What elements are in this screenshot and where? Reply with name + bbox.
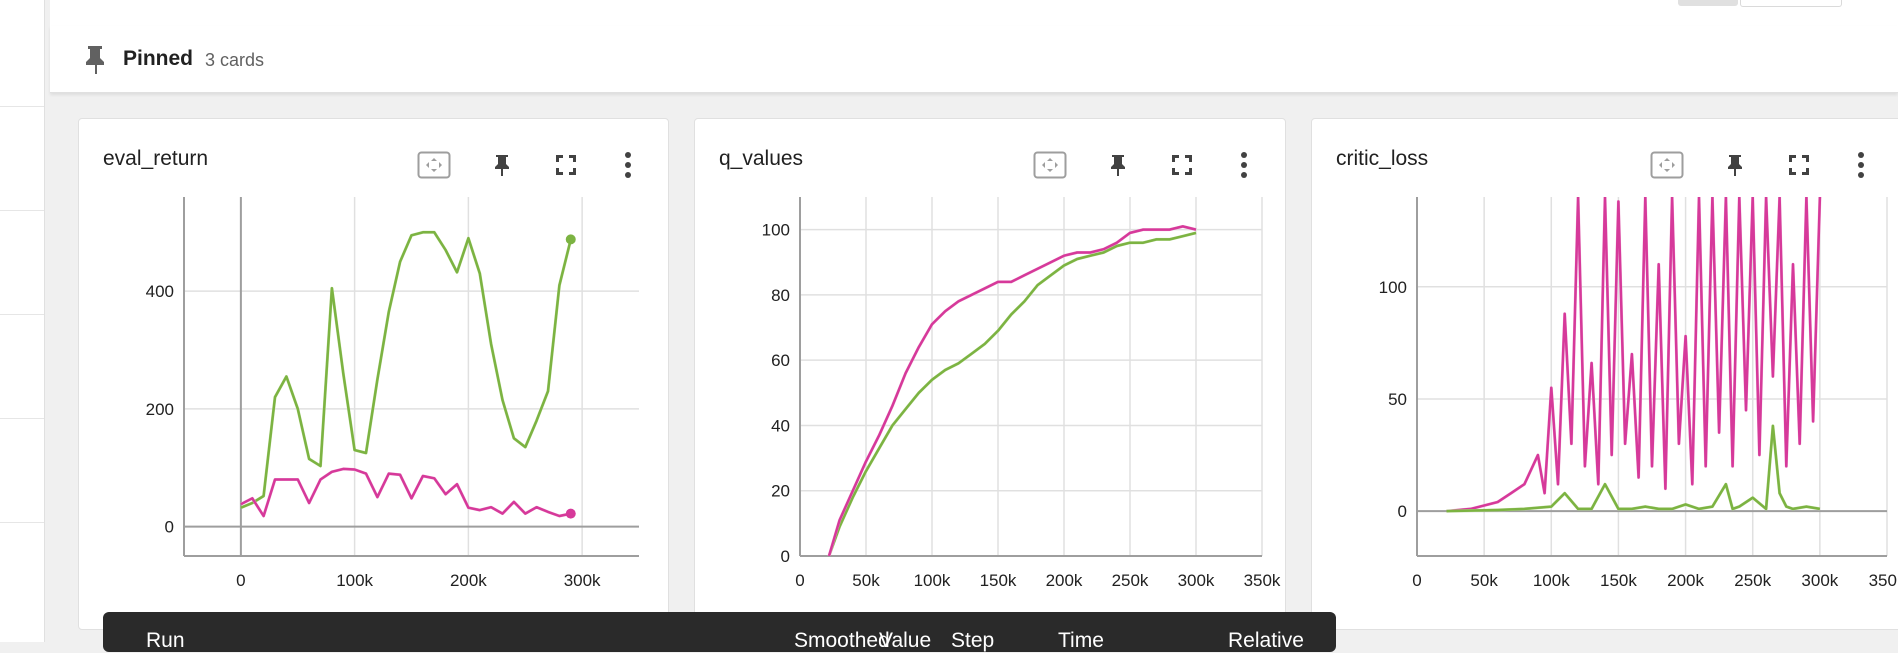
pinned-count: 3 cards xyxy=(205,50,265,70)
tooltip-col-value: Value xyxy=(879,629,932,652)
series-endpoint-pink xyxy=(565,508,576,519)
card-title: eval_return xyxy=(103,147,209,170)
pin-icon[interactable] xyxy=(1717,147,1753,183)
sidebar-divider xyxy=(0,210,44,211)
more-options-icon[interactable] xyxy=(610,147,646,183)
card-title: q_values xyxy=(719,147,804,170)
series-line-raw-pink xyxy=(827,224,1197,556)
line-chart[interactable]: 0 50k 100k 150k 200k 250k 300k 350k 0 20 40 60 80 100 xyxy=(695,119,1285,629)
scalar-card-critic-loss: critic_loss 0 50k 100k 150k 200k 250k 300k 350k… xyxy=(1311,118,1898,630)
series-line-pink xyxy=(827,225,1197,556)
tooltip-col-step: Step xyxy=(951,629,995,652)
pinned-section-header xyxy=(50,26,1898,93)
x-tick-label: 0 xyxy=(1412,571,1421,590)
y-tick-label: 50 xyxy=(1388,390,1407,409)
y-tick-label: 40 xyxy=(771,416,790,435)
x-tick-label: 250k xyxy=(1112,571,1149,590)
tooltip-col-relative: Relative xyxy=(1228,629,1304,652)
data-tooltip-header: Run Smoothed Value Step Time Relative xyxy=(103,612,1336,652)
x-tick-label: 150k xyxy=(980,571,1017,590)
tooltip-col-smoothed: Smoothed xyxy=(794,629,890,652)
sidebar-divider xyxy=(0,106,44,107)
x-tick-label: 250k xyxy=(1734,571,1771,590)
pinned-title: Pinned xyxy=(123,47,194,70)
y-tick-label: 0 xyxy=(165,518,174,537)
line-chart[interactable]: 0 50k 100k 150k 200k 250k 300k 350k 0 50 100 xyxy=(1312,119,1898,629)
x-tick-label: 50k xyxy=(852,571,880,590)
fullscreen-icon[interactable] xyxy=(1164,147,1200,183)
top-toolbar xyxy=(50,0,1898,27)
fit-domain-icon[interactable] xyxy=(1649,147,1685,183)
series-line-green xyxy=(827,231,1197,556)
x-tick-label: 100k xyxy=(1533,571,1570,590)
sidebar-divider xyxy=(0,522,44,523)
y-tick-label: 80 xyxy=(771,286,790,305)
x-tick-label: 200k xyxy=(1046,571,1083,590)
sidebar-divider xyxy=(0,314,44,315)
scalar-card-q-values: q_values 0 50k 100k 150k 200k 250k 300k 350k 0 20… xyxy=(694,118,1286,630)
y-tick-label: 0 xyxy=(1398,502,1407,521)
sidebar-divider xyxy=(0,418,44,419)
x-tick-label: 300k xyxy=(1801,571,1838,590)
x-tick-label: 300k xyxy=(1178,571,1215,590)
y-tick-label: 0 xyxy=(781,547,790,566)
x-tick-label: 300k xyxy=(564,571,601,590)
tooltip-col-run: Run xyxy=(146,629,185,652)
x-tick-label: 200k xyxy=(450,571,487,590)
scalar-card-eval-return: eval_return 0 100k 200k 300k 0 200 400 xyxy=(78,118,669,630)
y-tick-label: 20 xyxy=(771,482,790,501)
x-tick-label: 350k xyxy=(1869,571,1898,590)
tooltip-col-time: Time xyxy=(1058,629,1104,652)
series-line-pink xyxy=(1446,197,1822,513)
fit-domain-icon[interactable] xyxy=(416,147,452,183)
pin-icon[interactable] xyxy=(484,147,520,183)
y-tick-label: 100 xyxy=(1379,278,1407,297)
top-tab[interactable] xyxy=(1740,0,1842,7)
fullscreen-icon[interactable] xyxy=(1781,147,1817,183)
card-title: critic_loss xyxy=(1336,147,1429,170)
y-tick-label: 400 xyxy=(146,282,174,301)
pin-icon[interactable] xyxy=(1100,147,1136,183)
x-tick-label: 0 xyxy=(795,571,804,590)
series-endpoint-green xyxy=(565,234,576,245)
fullscreen-icon[interactable] xyxy=(548,147,584,183)
y-tick-label: 200 xyxy=(146,400,174,419)
series-line-pink xyxy=(240,467,572,518)
series-line-green xyxy=(1446,424,1821,513)
left-sidebar xyxy=(0,0,45,642)
x-tick-label: 150k xyxy=(1600,571,1637,590)
x-tick-label: 200k xyxy=(1667,571,1704,590)
series-line-raw-green xyxy=(240,230,573,510)
series-line-green xyxy=(240,231,573,509)
x-tick-label: 50k xyxy=(1470,571,1498,590)
pin-icon xyxy=(82,44,108,74)
top-tab-active[interactable] xyxy=(1678,0,1738,6)
more-options-icon[interactable] xyxy=(1843,147,1879,183)
x-tick-label: 0 xyxy=(236,571,245,590)
x-tick-label: 350k xyxy=(1244,571,1281,590)
x-tick-label: 100k xyxy=(336,571,373,590)
x-tick-label: 100k xyxy=(914,571,951,590)
y-tick-label: 100 xyxy=(762,221,790,240)
fit-domain-icon[interactable] xyxy=(1032,147,1068,183)
more-options-icon[interactable] xyxy=(1226,147,1262,183)
top-tab-group[interactable] xyxy=(1678,0,1898,7)
line-chart[interactable]: 0 100k 200k 300k 0 200 400 xyxy=(79,119,668,629)
y-tick-label: 60 xyxy=(771,351,790,370)
